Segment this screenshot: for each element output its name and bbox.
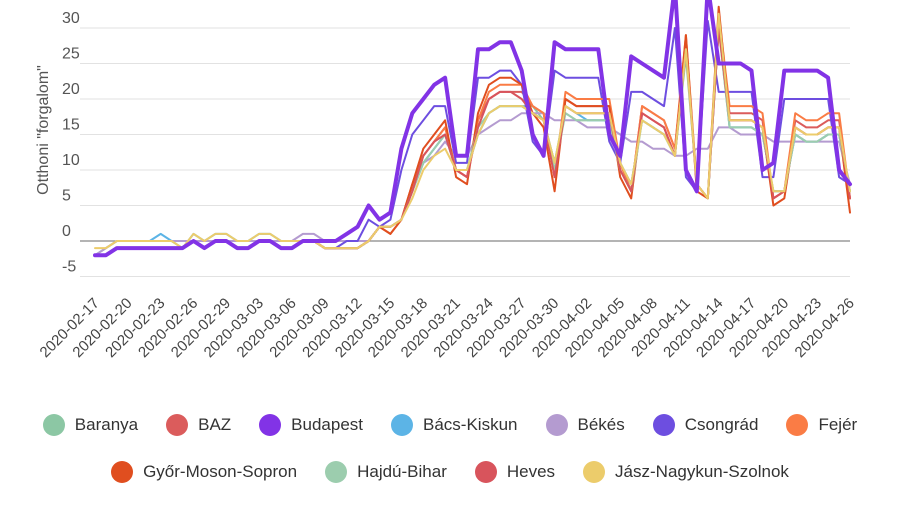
line-chart: 35302520151050-5 Otthoni "forgalom" 2020… [35,0,858,361]
legend-label: Budapest [291,415,364,434]
series-line [93,0,852,258]
legend-swatch [583,461,606,483]
y-tick-label: 5 [62,188,71,205]
legend-swatch [391,414,414,436]
legend-label: Békés [577,415,625,434]
legend-swatch [166,414,189,436]
series-lines [93,0,852,258]
legend-row-1: Baranya BAZ Budapest Bács-Kiskun Békés Csongr… [0,414,900,436]
legend-item[interactable]: Bács-Kiskun [391,414,518,436]
legend-swatch [42,414,65,436]
series-line [94,12,851,250]
legend-label: BAZ [198,415,232,434]
y-tick-label: 10 [62,152,80,169]
x-axis-ticks: 2020-02-172020-02-202020-02-232020-02-26… [37,295,858,361]
series-line [94,19,851,257]
y-tick-label: 30 [62,10,80,27]
y-tick-label: 15 [62,117,80,134]
legend-label: Baranya [74,415,139,434]
y-axis-ticks: 35302520151050-5 [62,10,80,276]
y-axis-label: Otthoni "forgalom" [35,65,52,195]
legend-label: Győr-Moson-Sopron [143,462,298,481]
legend-item[interactable]: Jász-Nagykun-Szolnok [583,461,789,483]
legend-label: Hajdú-Bihar [357,462,447,481]
legend-swatch [325,461,348,483]
y-tick-label: 25 [62,46,80,63]
legend-label: Csongrád [684,415,759,434]
legend-item[interactable]: Heves [474,461,556,483]
legend-label: Heves [506,462,556,481]
legend-row-2: Győr-Moson-Sopron Hajdú-Bihar Heves Jász-Na… [0,461,900,483]
legend-swatch [545,414,568,436]
legend-swatch [786,414,809,436]
legend-swatch [259,414,282,436]
legend-swatch [474,461,497,483]
legend-swatch [111,461,134,483]
legend-label: Jász-Nagykun-Szolnok [615,462,789,481]
series-line [94,19,851,257]
legend-label: Bács-Kiskun [423,415,518,434]
legend-item[interactable]: Fejér [786,414,857,436]
y-tick-label: 20 [62,81,80,98]
legend-item[interactable]: Hajdú-Bihar [325,461,447,483]
legend-item[interactable]: Békés [545,414,625,436]
legend-item[interactable]: BAZ [166,414,231,436]
legend-item[interactable]: Baranya [42,414,139,436]
legend-item[interactable]: Budapest [259,414,363,436]
y-tick-label: -5 [62,259,76,276]
legend-item[interactable]: Győr-Moson-Sopron [111,461,297,483]
legend-item[interactable]: Csongrád [652,414,759,436]
legend-label: Fejér [818,415,858,434]
y-tick-label: 0 [62,223,71,240]
legend-swatch [652,414,675,436]
